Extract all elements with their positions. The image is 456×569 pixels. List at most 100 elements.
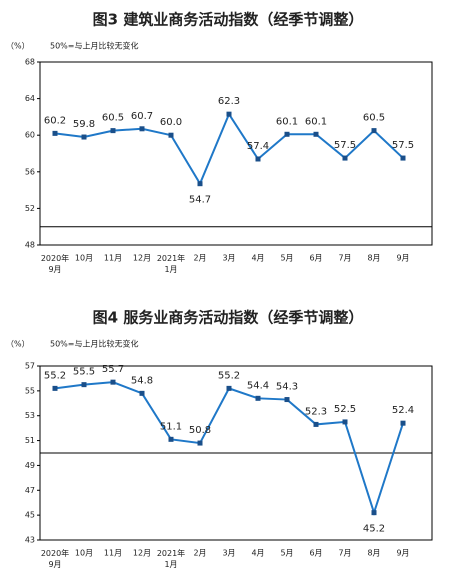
marker — [342, 155, 348, 161]
marker — [52, 385, 58, 391]
x-tick-label: 10月 — [75, 549, 93, 558]
x-tick-label: 12月 — [133, 254, 151, 263]
plot-border — [39, 61, 433, 246]
marker — [110, 128, 116, 134]
value-label: 52.5 — [334, 404, 356, 415]
x-tick-label: 2020年 9月 — [41, 548, 69, 569]
value-label: 52.4 — [392, 405, 414, 416]
y-tick-label: 53 — [25, 411, 35, 420]
value-label: 55.2 — [44, 370, 66, 381]
value-label: 50.8 — [189, 425, 211, 436]
value-label: 54.3 — [276, 382, 298, 393]
x-tick-label: 6月 — [309, 549, 322, 558]
x-tick-label: 6月 — [309, 254, 322, 263]
value-label: 57.5 — [392, 140, 414, 151]
x-tick-label: 11月 — [104, 549, 122, 558]
x-tick-label: 3月 — [222, 254, 235, 263]
marker — [226, 111, 232, 117]
y-tick-label: 51 — [25, 436, 35, 445]
y-tick-label: 57 — [25, 362, 35, 371]
marker — [284, 131, 290, 137]
chart-title: 图4 服务业商务活动指数（经季节调整） — [93, 309, 364, 327]
value-label: 55.5 — [73, 367, 95, 378]
marker — [255, 395, 261, 401]
marker — [400, 420, 406, 426]
y-tick-label: 45 — [25, 511, 35, 520]
marker — [110, 379, 116, 385]
marker — [52, 130, 58, 136]
value-label: 60.2 — [44, 115, 66, 126]
value-label: 62.3 — [218, 96, 240, 107]
value-label: 52.3 — [305, 406, 327, 417]
x-tick-label: 7月 — [338, 254, 351, 263]
x-tick-label: 2021年 1月 — [157, 253, 185, 274]
marker — [197, 440, 203, 446]
marker — [139, 126, 145, 132]
line — [54, 381, 404, 516]
value-label: 51.1 — [160, 421, 182, 432]
y-unit: （%） — [6, 340, 30, 349]
marker — [371, 128, 377, 134]
marker — [313, 421, 319, 427]
y-tick-label: 55 — [25, 386, 35, 395]
value-label: 60.0 — [160, 117, 182, 128]
y-tick-label: 47 — [25, 486, 35, 495]
y-tick-label: 60 — [25, 131, 35, 140]
x-tick-label: 12月 — [133, 549, 151, 558]
marker — [371, 510, 377, 516]
x-tick-label: 10月 — [75, 254, 93, 263]
value-label: 60.1 — [305, 116, 327, 127]
y-tick-label: 56 — [25, 167, 35, 176]
value-label: 55.2 — [218, 370, 240, 381]
marker — [313, 131, 319, 137]
marker — [226, 385, 232, 391]
value-label: 54.4 — [247, 380, 269, 391]
x-tick-label: 2020年 9月 — [41, 253, 69, 274]
value-label: 54.7 — [189, 195, 211, 206]
x-tick-label: 2月 — [193, 549, 206, 558]
note: 50%=与上月比较无变化 — [50, 339, 138, 349]
value-label: 57.5 — [334, 140, 356, 151]
value-label: 60.5 — [363, 113, 385, 124]
marker — [197, 181, 203, 187]
value-label: 60.1 — [276, 116, 298, 127]
marker — [255, 156, 261, 162]
marker — [81, 134, 87, 140]
y-tick-label: 64 — [25, 94, 35, 103]
marker — [284, 397, 290, 403]
x-tick-label: 2021年 1月 — [157, 548, 185, 569]
value-label: 45.2 — [363, 524, 385, 535]
value-label: 57.4 — [247, 141, 269, 152]
y-tick-label: 52 — [25, 204, 35, 213]
x-tick-label: 7月 — [338, 549, 351, 558]
value-label: 55.7 — [102, 364, 124, 375]
x-tick-label: 5月 — [280, 254, 293, 263]
x-tick-label: 5月 — [280, 549, 293, 558]
chart-title: 图3 建筑业商务活动指数（经季节调整） — [93, 11, 364, 29]
y-tick-label: 48 — [25, 241, 35, 250]
x-tick-label: 8月 — [367, 549, 380, 558]
marker — [139, 390, 145, 396]
x-tick-label: 3月 — [222, 549, 235, 558]
value-label: 54.8 — [131, 375, 153, 386]
y-tick-label: 49 — [25, 461, 35, 470]
x-tick-label: 9月 — [396, 254, 409, 263]
y-tick-label: 43 — [25, 536, 35, 545]
marker — [168, 436, 174, 442]
marker — [342, 419, 348, 425]
marker — [168, 132, 174, 138]
value-label: 60.7 — [131, 111, 153, 122]
x-tick-label: 4月 — [251, 549, 264, 558]
value-label: 60.5 — [102, 113, 124, 124]
note: 50%=与上月比较无变化 — [50, 41, 138, 51]
y-unit: （%） — [6, 42, 30, 51]
x-tick-label: 11月 — [104, 254, 122, 263]
x-tick-label: 8月 — [367, 254, 380, 263]
x-tick-label: 4月 — [251, 254, 264, 263]
x-tick-label: 2月 — [193, 254, 206, 263]
marker — [400, 155, 406, 161]
x-tick-label: 9月 — [396, 549, 409, 558]
value-label: 59.8 — [73, 119, 95, 130]
y-tick-label: 68 — [25, 58, 35, 67]
